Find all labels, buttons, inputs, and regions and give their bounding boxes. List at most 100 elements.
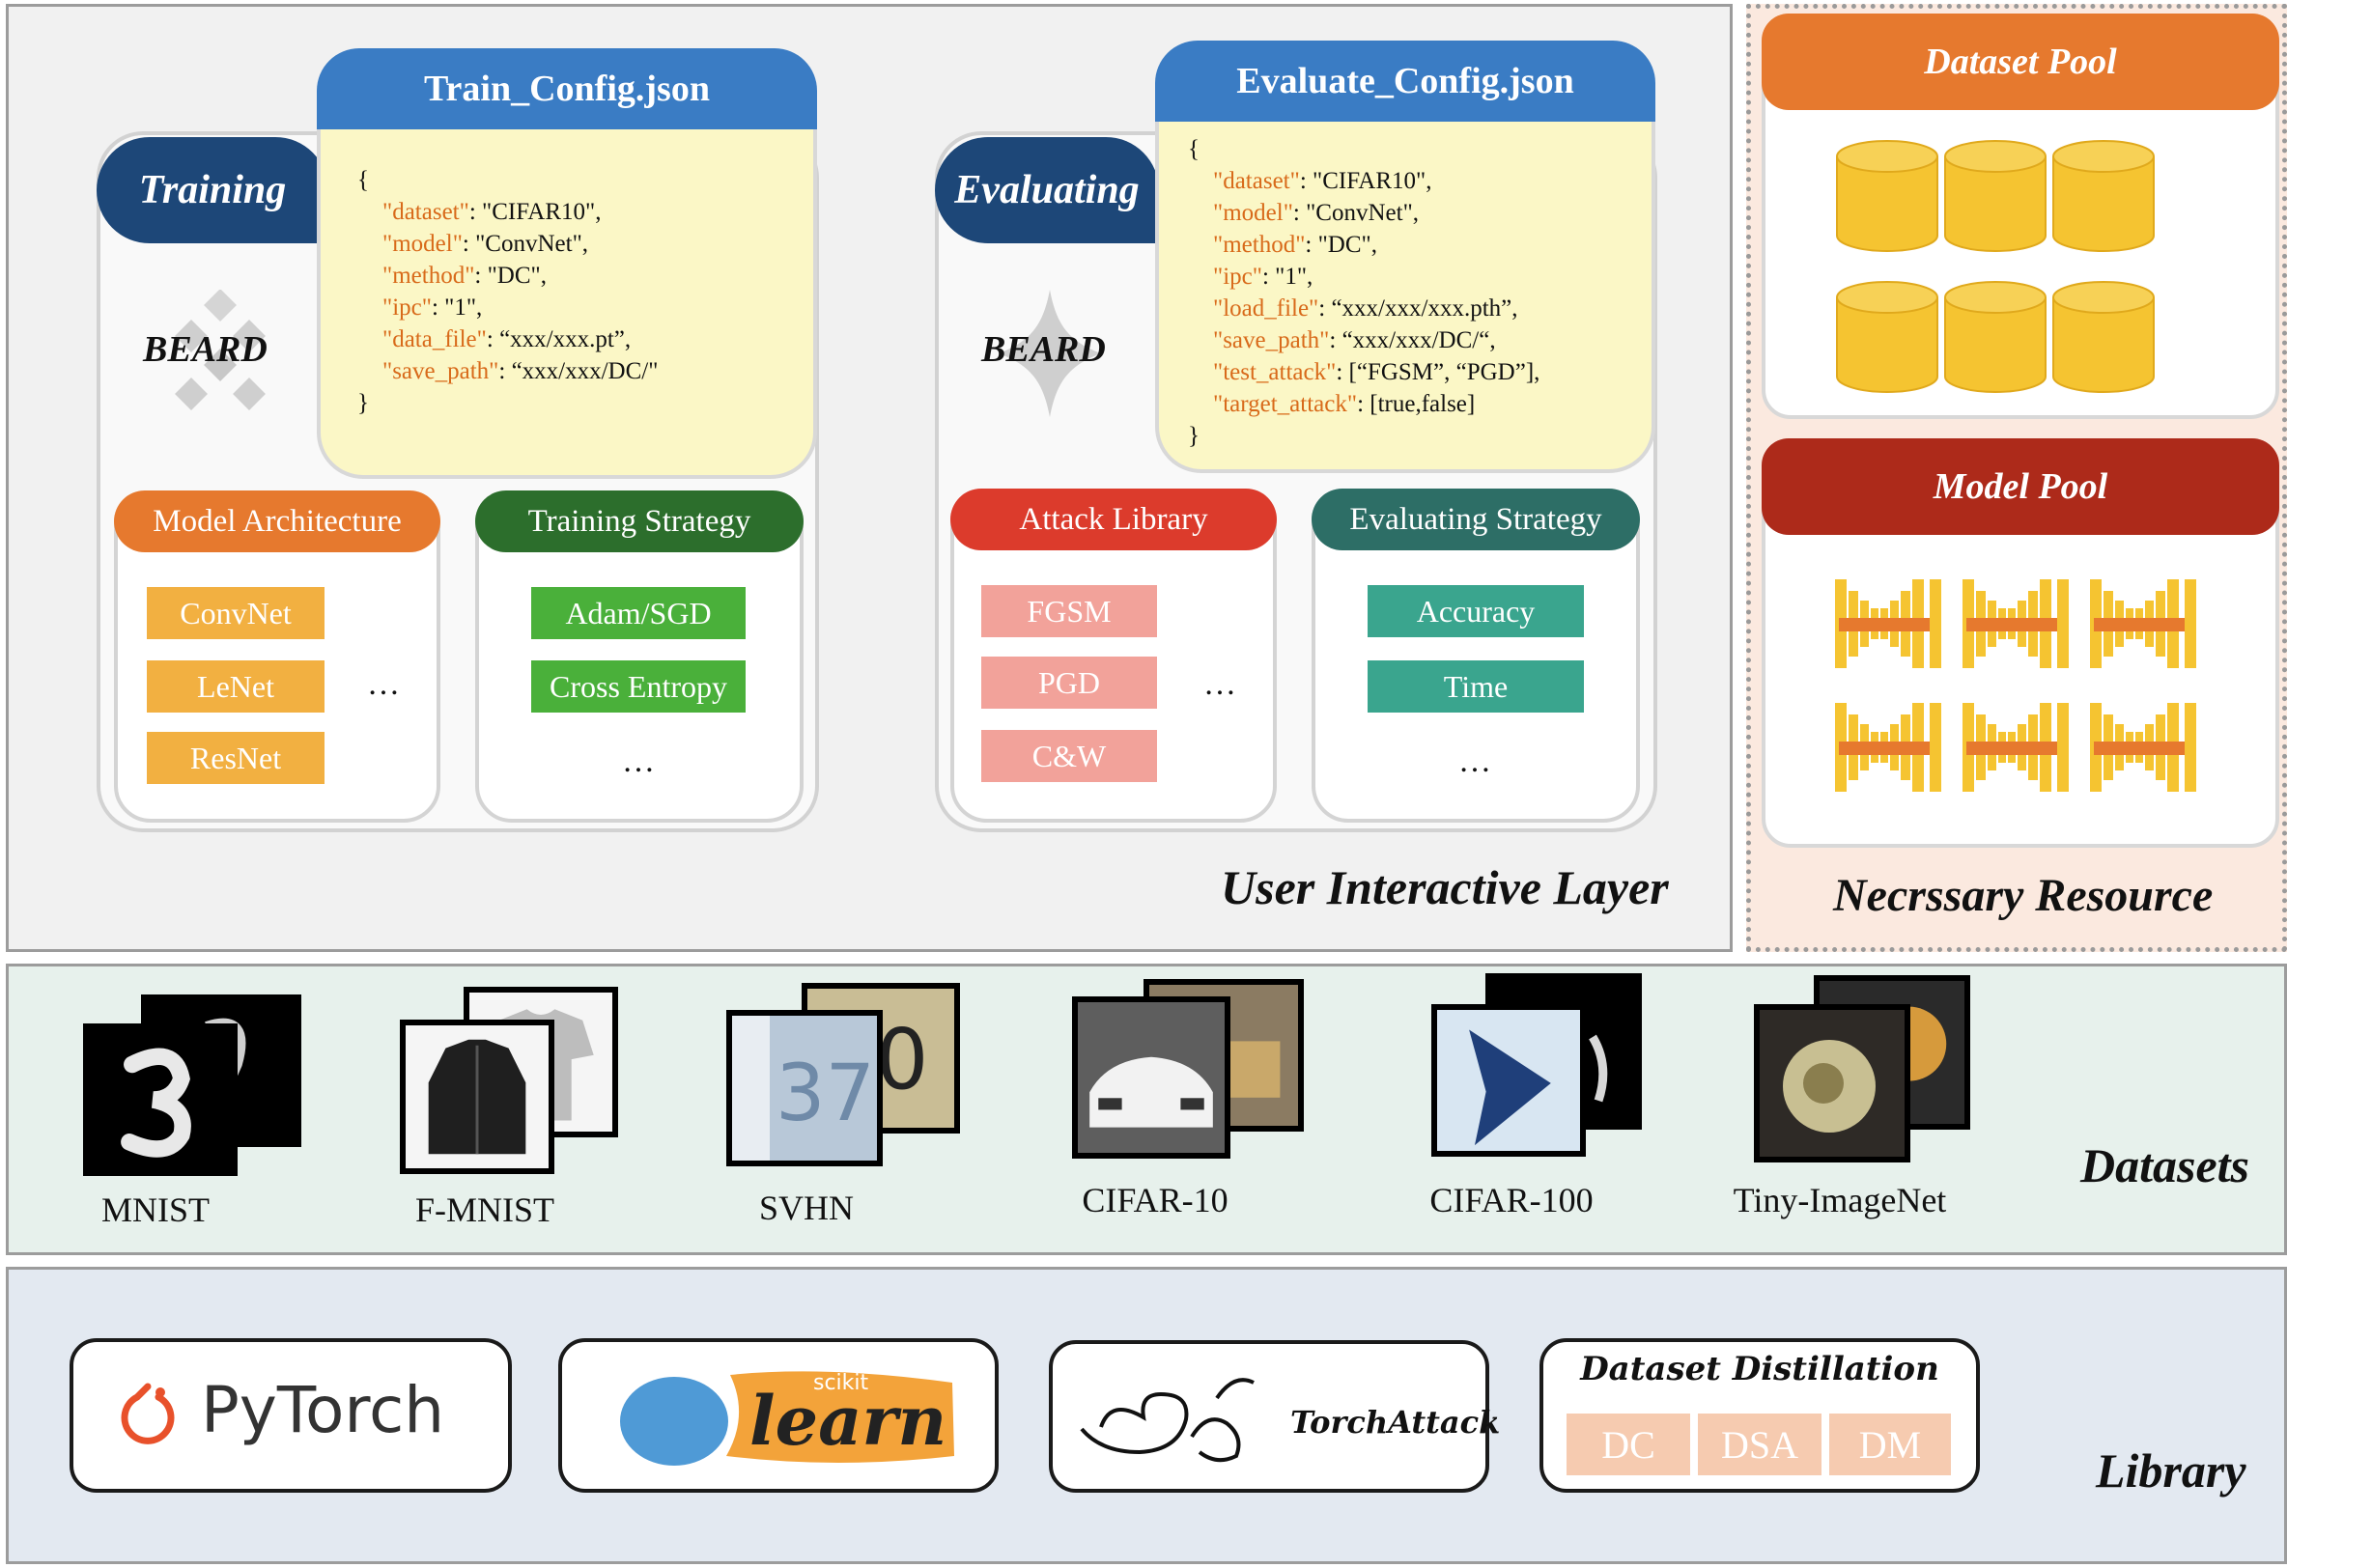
config-key: "method"	[1213, 232, 1306, 258]
config-key: "model"	[382, 231, 463, 257]
config-value: : "1",	[431, 294, 483, 321]
config-value: : [true,false]	[1357, 391, 1476, 417]
config-value: : "1",	[1261, 264, 1313, 290]
config-line: {	[1188, 133, 1539, 165]
sklearn-big-label: learn	[749, 1381, 947, 1461]
model-architecture-more: …	[367, 666, 400, 702]
config-key: "model"	[1213, 200, 1293, 226]
config-value: {	[1188, 136, 1200, 162]
evaluate-config-body: {"dataset": "CIFAR10", "model": "ConvNet"…	[1188, 133, 1539, 452]
config-key: "ipc"	[1213, 264, 1262, 290]
pytorch-box	[70, 1338, 512, 1493]
training-strategy-header: Training Strategy	[475, 490, 804, 552]
config-key: "load_file"	[1213, 295, 1319, 322]
config-line: "load_file": “xxx/xxx/xxx.pth”,	[1188, 293, 1539, 324]
model-chip-resnet: ResNet	[147, 732, 325, 784]
torchattack-box	[1049, 1340, 1489, 1493]
strategy-chip-adam-sgd: Adam/SGD	[531, 587, 746, 639]
dataset-distillation-title: Dataset Distillation	[1580, 1350, 1939, 1388]
config-key: "dataset"	[382, 199, 469, 225]
config-line: "ipc": "1",	[357, 292, 658, 323]
config-value: : "CIFAR10",	[1299, 168, 1432, 194]
config-key: "ipc"	[382, 294, 432, 321]
beard-logo-text: BEARD	[143, 329, 268, 370]
config-line: "data_file": “xxx/xxx.pt”,	[357, 323, 658, 355]
config-value: : "ConvNet",	[1292, 200, 1420, 226]
distill-chip-dm: DM	[1829, 1414, 1951, 1475]
datasets-layer-label: Datasets	[2080, 1138, 2249, 1192]
sklearn-small-label: scikit	[813, 1371, 869, 1395]
evaluating-strategy-more: …	[1458, 743, 1491, 779]
config-value: {	[357, 167, 369, 193]
training-tab: Training	[97, 137, 328, 243]
config-line: "test_attack": [“FGSM”, “PGD”],	[1188, 356, 1539, 388]
eval-chip-time: Time	[1368, 660, 1584, 713]
dataset-label-mnist: MNIST	[100, 1190, 210, 1229]
config-value: : "CIFAR10",	[468, 199, 602, 225]
config-line: "method": "DC",	[1188, 229, 1539, 261]
fmnist-thumb-front	[400, 1020, 554, 1174]
neural-network-icon	[1835, 579, 2196, 792]
config-key: "dataset"	[1213, 168, 1300, 194]
svhn-thumb-front: 37	[726, 1010, 883, 1166]
training-strategy-more: …	[622, 743, 655, 779]
dataset-pool-header: Dataset Pool	[1762, 14, 2279, 110]
config-line: }	[357, 387, 658, 419]
beard-logo-text: BEARD	[981, 329, 1106, 370]
config-value: }	[1188, 423, 1200, 449]
dataset-label-svhn: SVHN	[758, 1189, 854, 1227]
config-line: "ipc": "1",	[1188, 261, 1539, 293]
strategy-chip-cross-entropy: Cross Entropy	[531, 660, 746, 713]
torchattack-logo-icon	[1080, 1378, 1255, 1463]
model-pool-header: Model Pool	[1762, 438, 2279, 535]
attack-library-header: Attack Library	[950, 489, 1277, 550]
distill-chip-dc: DC	[1567, 1414, 1690, 1475]
config-line: "model": "ConvNet",	[357, 228, 658, 260]
attack-chip-pgd: PGD	[981, 657, 1157, 709]
config-value: : “xxx/xxx/DC/“,	[1329, 327, 1496, 353]
beard-logo-icon	[175, 290, 266, 410]
dataset-label-fmnist: F-MNIST	[414, 1190, 555, 1229]
config-line: "save_path": “xxx/xxx/DC/"	[357, 355, 658, 387]
library-layer-label: Library	[2096, 1443, 2246, 1498]
pytorch-label: PyTorch	[201, 1373, 445, 1447]
config-line: "model": "ConvNet",	[1188, 197, 1539, 229]
attack-chip-fgsm: FGSM	[981, 585, 1157, 637]
evaluate-config-title: Evaluate_Config.json	[1155, 41, 1655, 122]
distill-chip-dsa: DSA	[1698, 1414, 1821, 1475]
pytorch-flame-icon	[121, 1383, 175, 1444]
cifar10-thumb-front	[1072, 996, 1230, 1159]
config-line: "target_attack": [true,false]	[1188, 388, 1539, 420]
dataset-label-cifar100: CIFAR-100	[1429, 1181, 1594, 1219]
config-line: "dataset": "CIFAR10",	[357, 196, 658, 228]
config-line: "method": "DC",	[357, 260, 658, 292]
config-value: : "DC",	[474, 263, 547, 289]
evaluating-strategy-header: Evaluating Strategy	[1312, 489, 1640, 550]
config-value: : “xxx/xxx.pt”,	[486, 326, 632, 352]
config-key: "test_attack"	[1213, 359, 1337, 385]
train-config-title: Train_Config.json	[317, 48, 817, 129]
config-value: : "DC",	[1305, 232, 1377, 258]
config-key: "data_file"	[382, 326, 487, 352]
config-value: : “xxx/xxx/DC/"	[498, 358, 659, 384]
mnist-thumb-front	[83, 1023, 238, 1176]
config-line: }	[1188, 420, 1539, 452]
config-key: "method"	[382, 263, 475, 289]
config-value: : "ConvNet",	[462, 231, 589, 257]
config-key: "target_attack"	[1213, 391, 1358, 417]
config-line: {	[357, 164, 658, 196]
sklearn-logo-icon	[620, 1371, 954, 1466]
attack-chip-cw: C&W	[981, 730, 1157, 782]
evaluating-tab: Evaluating	[935, 137, 1159, 243]
user-interactive-layer-label: User Interactive Layer	[1221, 860, 1669, 914]
config-line: "dataset": "CIFAR10",	[1188, 165, 1539, 197]
svg-text:37: 37	[776, 1049, 875, 1139]
train-config-body: {"dataset": "CIFAR10", "model": "ConvNet"…	[357, 164, 658, 419]
necessary-resource-label: Necrssary Resource	[1833, 870, 2214, 921]
dataset-label-tiny-imagenet: Tiny-ImageNet	[1733, 1181, 1947, 1219]
config-value: }	[357, 390, 369, 416]
beard-logo-icon	[999, 290, 1101, 417]
attack-library-more: …	[1203, 666, 1236, 702]
cifar100-thumb-front	[1431, 1004, 1586, 1157]
model-architecture-header: Model Architecture	[114, 490, 440, 552]
